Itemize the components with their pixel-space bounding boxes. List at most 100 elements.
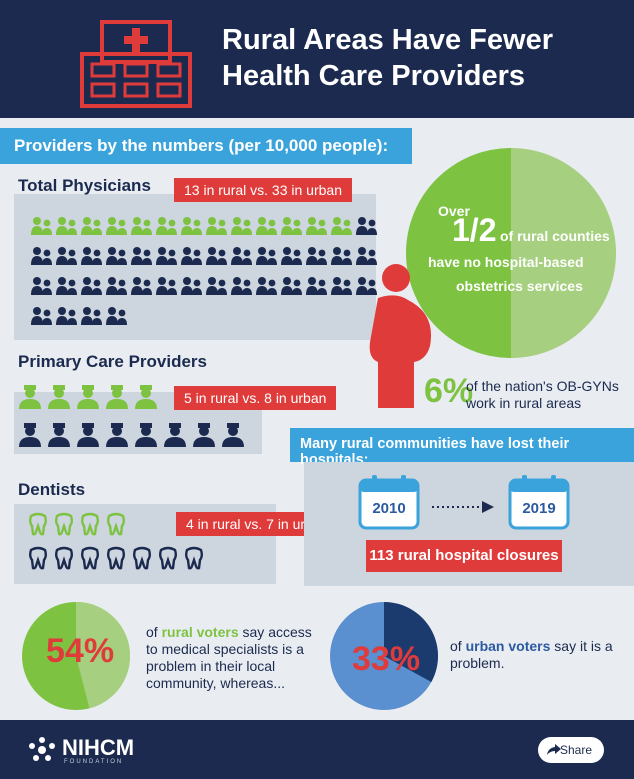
physician-urban-icon — [181, 247, 202, 265]
physician-rural-icon — [281, 217, 302, 235]
dentist-urban-icon — [159, 546, 177, 570]
primary-rural-icon — [19, 385, 41, 409]
physician-rural-icon — [231, 217, 252, 235]
nihcm-logo[interactable]: NIHCM — [62, 735, 135, 760]
physician-urban-icon — [56, 277, 77, 295]
title-line-2: Health Care Providers — [222, 60, 526, 92]
physician-urban-icon — [356, 247, 377, 265]
physician-urban-icon — [31, 277, 52, 295]
physician-rural-icon — [181, 217, 202, 235]
dentist-urban-icon — [81, 546, 99, 570]
physician-rural-icon — [131, 217, 152, 235]
physician-urban-icon — [81, 277, 102, 295]
physician-urban-icon — [156, 247, 177, 265]
title-line-1: Rural Areas Have Fewer — [222, 24, 553, 56]
rural-pie-other-slice — [76, 602, 131, 709]
primary-tag: 5 in rural vs. 8 in urban — [174, 386, 337, 410]
dentists-label: Dentists — [18, 480, 86, 499]
primary-urban-icon — [77, 423, 99, 447]
ob-text-line1: of the nation's OB-GYNs — [466, 378, 619, 394]
nihcm-logo-icon — [29, 737, 55, 761]
physician-rural-icon — [306, 217, 327, 235]
share-button[interactable]: Share — [538, 737, 604, 763]
primary-label: Primary Care Providers — [18, 352, 207, 371]
footer — [0, 720, 634, 779]
page-title: Rural Areas Have Fewer Health Care Provi… — [222, 22, 553, 94]
physician-urban-icon — [56, 247, 77, 265]
physician-urban-icon — [131, 277, 152, 295]
physician-urban-icon — [306, 247, 327, 265]
physicians-tag: 13 in rural vs. 33 in urban — [174, 178, 352, 202]
physician-urban-icon — [81, 307, 102, 325]
primary-urban-icon — [222, 423, 244, 447]
physician-urban-icon — [281, 277, 302, 295]
rural-line2: to medical specialists is a — [146, 641, 304, 657]
primary-urban-icon — [164, 423, 186, 447]
ob-line2: have no hospital-based — [428, 254, 584, 270]
primary-urban-icons — [18, 422, 250, 454]
physician-urban-icon — [31, 307, 52, 325]
physician-rural-icon — [106, 217, 127, 235]
rural-line4: community, whereas... — [146, 675, 286, 691]
physician-urban-icon — [106, 247, 127, 265]
section-bar — [0, 128, 412, 164]
physician-urban-icon — [131, 247, 152, 265]
rural-pct: 54% — [46, 632, 115, 670]
primary-urban-icon — [48, 423, 70, 447]
nihcm-logo-sub: FOUNDATION — [64, 759, 124, 765]
physician-urban-icon — [31, 247, 52, 265]
dentist-urban-icon — [29, 546, 47, 570]
dentist-urban-icon — [185, 546, 203, 570]
urban-prefix: of — [450, 638, 466, 654]
dentists-rural-icons — [28, 512, 132, 542]
ob-line3: obstetrics services — [456, 278, 583, 294]
rural-line1: say access — [238, 624, 312, 640]
rural-voters-pie — [22, 602, 131, 710]
urban-line2: problem. — [450, 655, 505, 671]
ob-line1: of rural counties — [500, 228, 610, 244]
primary-urban-icon — [135, 423, 157, 447]
primary-rural-icon — [77, 385, 99, 409]
primary-rural-icons — [18, 384, 163, 416]
physician-rural-icon — [81, 217, 102, 235]
ob-pct: 6% — [424, 372, 474, 410]
physician-rural-icon — [56, 217, 77, 235]
hospital-icon — [80, 20, 192, 108]
physician-urban-icon — [206, 277, 227, 295]
physician-rural-icon — [256, 217, 277, 235]
primary-rural-icon — [48, 385, 70, 409]
closures-tag: 113 rural hospital closures — [366, 540, 562, 572]
urban-text: of urban voters say it is a problem. — [450, 638, 613, 672]
dentist-rural-icon — [55, 512, 73, 536]
physician-urban-icon — [81, 247, 102, 265]
physician-urban-icon — [206, 247, 227, 265]
urban-voters-pie — [330, 602, 438, 710]
circle-right-half — [511, 148, 616, 358]
physician-urban-icon — [256, 247, 277, 265]
section-title: Providers by the numbers (per 10,000 peo… — [14, 136, 389, 155]
dentist-urban-icon — [133, 546, 151, 570]
physician-urban-icon — [156, 277, 177, 295]
physicians-panel — [14, 194, 376, 340]
calendar-2010-icon — [358, 475, 420, 530]
physician-urban-icon — [356, 277, 377, 295]
physician-rural-icon — [206, 217, 227, 235]
dentist-rural-icon — [107, 512, 125, 536]
dotted-arrow-icon — [432, 501, 494, 513]
physician-urban-icon — [281, 247, 302, 265]
dentist-rural-icon — [29, 512, 47, 536]
year-to: 2019 — [522, 500, 556, 517]
physician-urban-icon — [106, 307, 127, 325]
physicians-label: Total Physicians — [18, 176, 151, 195]
ob-over: Over — [438, 203, 470, 219]
physician-rural-icon — [156, 217, 177, 235]
header — [0, 0, 634, 118]
calendar-2019-icon — [508, 475, 570, 530]
physician-rural-icon — [331, 217, 352, 235]
primary-urban-icon — [106, 423, 128, 447]
physician-urban-icon — [256, 277, 277, 295]
urban-pie-yes-slice — [384, 602, 438, 683]
physician-urban-icon — [231, 247, 252, 265]
rural-line3: problem in their local — [146, 658, 276, 674]
urban-highlight: urban voters — [465, 638, 551, 654]
